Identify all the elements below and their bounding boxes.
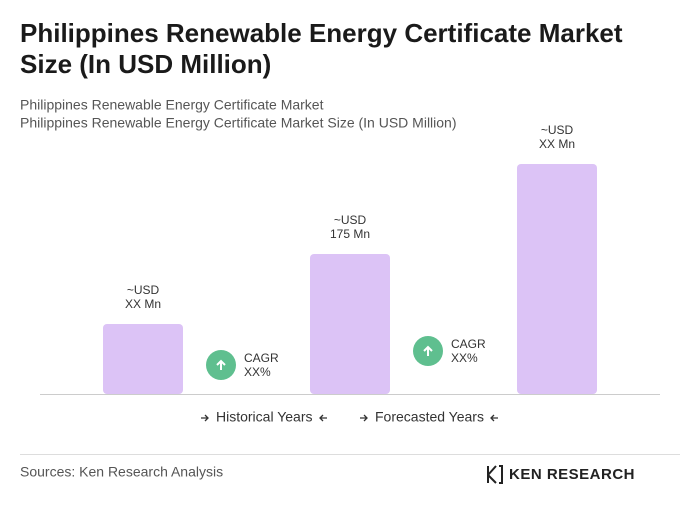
legend-arrow	[201, 414, 209, 422]
logo-icon	[487, 465, 503, 484]
bar	[310, 254, 390, 394]
legend-label: Forecasted Years	[375, 409, 484, 425]
cagr-label: CAGR	[451, 337, 486, 351]
value-label: 175 Mn	[330, 227, 370, 241]
value-label: ~USD	[127, 283, 160, 297]
legend-label: Historical Years	[216, 409, 313, 425]
source: Sources: Ken Research Analysis	[20, 464, 223, 480]
value-label: ~USD	[541, 123, 574, 137]
value-label: ~USD	[334, 213, 367, 227]
cagr-arrow	[216, 359, 226, 370]
subtitle: Philippines Renewable Energy Certificate…	[20, 97, 324, 113]
bar	[103, 324, 183, 394]
cagr-arrow	[423, 345, 433, 356]
legend-arrow	[319, 414, 327, 422]
logo: KEN RESEARCH	[487, 465, 635, 484]
value-label: XX Mn	[539, 137, 575, 151]
subtitle: Philippines Renewable Energy Certificate…	[20, 115, 457, 131]
value-label: XX Mn	[125, 297, 161, 311]
legend-arrow	[360, 414, 368, 422]
chart-title: Philippines Renewable Energy Certificate…	[20, 18, 623, 79]
bar	[517, 164, 597, 394]
legend-arrow	[490, 414, 498, 422]
cagr-label: XX%	[244, 365, 271, 379]
cagr-label: XX%	[451, 351, 478, 365]
cagr-label: CAGR	[244, 351, 279, 365]
brand: KEN RESEARCH	[509, 466, 635, 483]
